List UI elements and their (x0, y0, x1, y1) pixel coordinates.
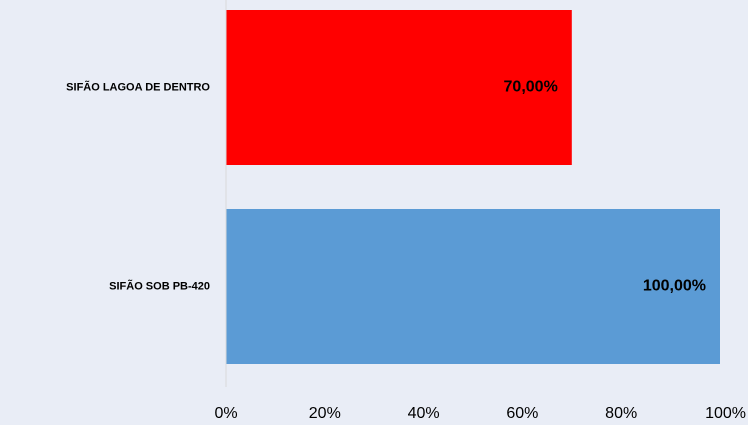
x-tick-label: 40% (408, 405, 440, 422)
x-tick-label: 20% (309, 405, 341, 422)
category-label: SIFÃO LAGOA DE DENTRO (66, 80, 210, 93)
category-labels: SIFÃO LAGOA DE DENTRO SIFÃO SOB PB-420 (66, 80, 210, 292)
category-label: SIFÃO SOB PB-420 (109, 279, 210, 292)
data-labels: 70,00% 100,00% (504, 79, 706, 295)
data-label: 100,00% (643, 278, 706, 295)
x-tick-label: 100% (705, 405, 746, 422)
x-tick-label: 80% (605, 405, 637, 422)
bar (226, 209, 720, 364)
x-tick-label: 60% (506, 405, 538, 422)
bar (226, 10, 572, 165)
x-tick-label: 0% (214, 405, 237, 422)
data-label: 70,00% (504, 79, 558, 96)
bars-layer (226, 10, 720, 364)
x-axis-tick-labels: 0% 20% 40% 60% 80% 100% (214, 405, 746, 422)
